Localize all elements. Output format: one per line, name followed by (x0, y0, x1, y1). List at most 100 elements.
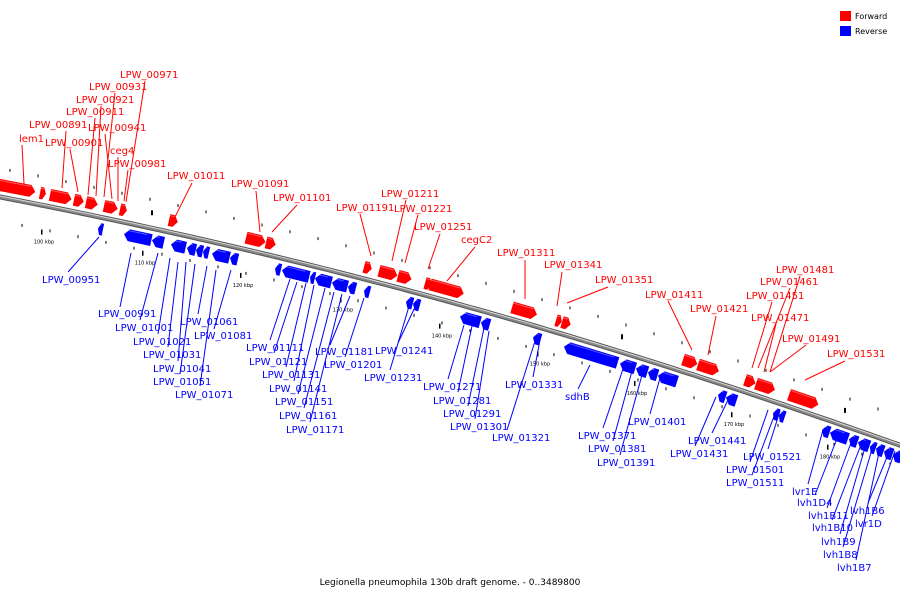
scale-tick-label: 120 kbp (233, 283, 253, 289)
gene-label-lpw-01181: LPW_01181 (315, 347, 373, 358)
scale-tick-label: 100 kbp (34, 240, 54, 246)
gene-shine (98, 223, 102, 226)
label-leader (707, 315, 717, 356)
scale-tick-mark (439, 323, 441, 329)
gene-shine (823, 425, 828, 428)
gene-arrow (460, 312, 482, 329)
gene-label-lpw-01451: LPW_01451 (746, 291, 804, 302)
gene-arrow (849, 434, 860, 448)
gene-label-lpw-01101: LPW_01101 (273, 193, 331, 204)
gene-shine (774, 408, 778, 411)
reverse-gene (460, 311, 482, 329)
gene-label-lpw-01441: LPW_01441 (688, 436, 746, 447)
label-leader (667, 300, 693, 351)
gene-arrow (893, 450, 900, 464)
reverse-gene (364, 285, 372, 299)
gene-shine (266, 237, 273, 240)
label-leader (213, 269, 232, 330)
gene-label-lvh1b11: lvh1B11 (808, 511, 849, 522)
forward-gene (428, 278, 464, 299)
gene-arrow (830, 428, 850, 445)
scale-tick-mark (731, 412, 733, 418)
gene-label-lpw-01091: LPW_01091 (231, 179, 289, 190)
gene-shine (426, 278, 431, 281)
label-leader (344, 297, 365, 358)
gene-shine (282, 265, 306, 272)
gene-shine (0, 179, 32, 187)
gene-arrow (348, 281, 358, 295)
gene-label-lvh1b7: lvh1B7 (837, 563, 872, 574)
gene-arrow (648, 368, 660, 382)
label-leader (842, 445, 874, 548)
gene-label-lpw-01061: LPW_01061 (180, 317, 238, 328)
gene-arrow (560, 316, 571, 330)
reverse-gene (481, 317, 492, 331)
gene-label-lpw-01191: LPW_01191 (336, 203, 394, 214)
gene-shine (780, 410, 784, 413)
gene-shine (171, 239, 182, 243)
gene-arrow (102, 200, 118, 214)
gene-label-lpw-01151: LPW_01151 (275, 397, 333, 408)
forward-gene (362, 261, 372, 274)
major-tick-above (621, 334, 623, 340)
gene-arrow (230, 252, 240, 266)
gene-label-lpw-01411: LPW_01411 (645, 290, 703, 301)
forward-gene (264, 236, 276, 250)
gene-arrow (212, 248, 231, 264)
reverse-gene (282, 265, 311, 283)
gene-shine (513, 302, 534, 310)
gene-label-lpw-00911: LPW_00911 (66, 107, 124, 118)
gene-shine (230, 253, 236, 255)
gene-shine (203, 246, 208, 249)
gene-shine (649, 367, 655, 371)
label-leader (61, 130, 67, 189)
label-leader (532, 339, 541, 378)
label-leader (457, 325, 473, 393)
gene-shine (461, 311, 477, 318)
label-leader (602, 368, 624, 429)
gene-shine (757, 378, 772, 385)
scale-tick-label: 110 kbp (135, 261, 155, 267)
legend-forward-label: Forward (855, 11, 888, 21)
gene-label-lpw-00941: LPW_00941 (88, 123, 146, 134)
gene-arrow (264, 236, 276, 250)
gene-shine (565, 341, 615, 358)
gene-shine (534, 332, 539, 335)
gene-label-lpw-01281: LPW_01281 (433, 396, 491, 407)
label-leader (749, 409, 769, 463)
gene-arrow (428, 278, 464, 299)
gene-shine (894, 450, 900, 453)
gene-label-lpw-01241: LPW_01241 (375, 346, 433, 357)
gene-arrow (481, 317, 492, 331)
label-leader (255, 190, 261, 233)
gene-arrow (171, 239, 187, 254)
gene-arrow (773, 408, 781, 421)
gene-shine (365, 262, 370, 265)
gene-shine (885, 446, 891, 450)
gene-label-lpw-01271: LPW_01271 (423, 382, 481, 393)
label-leader (197, 265, 208, 315)
label-leader (711, 399, 729, 434)
reverse-gene (648, 367, 660, 382)
gene-label-lpw-01341: LPW_01341 (544, 260, 602, 271)
gene-label-lpw-01521: LPW_01521 (743, 452, 801, 463)
reverse-gene (822, 425, 832, 439)
gene-shine (196, 245, 201, 248)
gene-shine (348, 281, 354, 284)
gene-shine (380, 265, 394, 271)
gene-arrow (84, 196, 98, 210)
gene-arrow (510, 301, 537, 319)
gene-label-lpw-01231: LPW_01231 (364, 373, 422, 384)
gene-shine (831, 427, 845, 434)
gene-arrow (726, 393, 739, 407)
gene-arrow (377, 264, 398, 281)
reverse-gene (187, 243, 198, 256)
gene-label-lpw-00891: LPW_00891 (29, 120, 87, 131)
gene-shine (86, 197, 94, 200)
forward-gene (167, 214, 178, 227)
reverse-gene (620, 358, 638, 375)
gene-arrow (696, 358, 719, 376)
gene-shine (482, 317, 488, 321)
reverse-gene (275, 263, 283, 276)
gene-arrow (72, 193, 84, 207)
